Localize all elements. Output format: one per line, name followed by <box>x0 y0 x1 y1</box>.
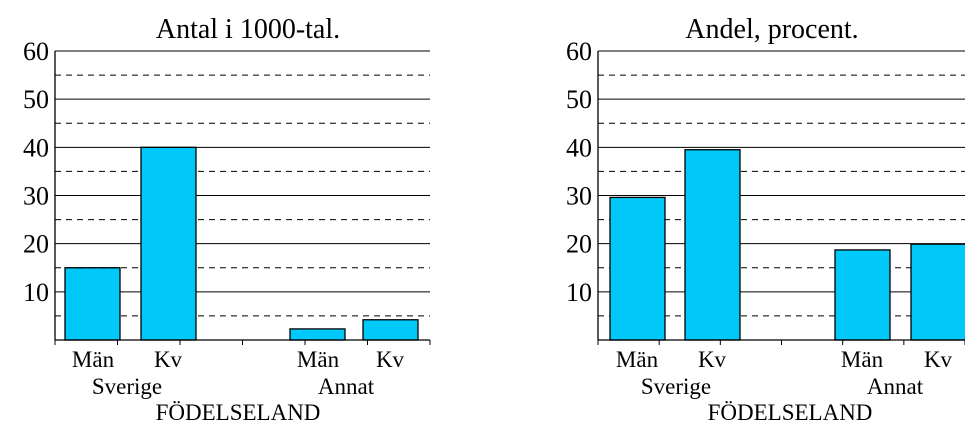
y-tick-label: 60 <box>566 37 592 66</box>
x-tick-label: Kv <box>154 347 183 372</box>
y-tick-labels: 10 20 30 40 50 60 <box>566 37 592 307</box>
y-tick-label: 20 <box>23 230 49 259</box>
x-tick-label: Män <box>616 347 659 372</box>
y-tick-labels: 10 20 30 40 50 60 <box>23 37 49 307</box>
x-tick-labels: Män Kv Män Kv <box>616 347 953 372</box>
chart-count: Antal i 1000-tal. 10 20 30 40 50 60 Män Kv Män K… <box>23 14 431 425</box>
bar-annat-man <box>834 249 891 341</box>
bars <box>609 149 965 341</box>
x-tick-label: Kv <box>924 347 953 372</box>
y-tick-label: 20 <box>566 230 592 259</box>
x-tick-label: Män <box>841 347 884 372</box>
x-tick-label: Män <box>72 347 115 372</box>
group-label: Sverige <box>92 374 162 399</box>
group-labels: Sverige Annat <box>641 374 924 399</box>
bar-sverige-man <box>609 196 666 341</box>
x-tick-label: Kv <box>376 347 405 372</box>
grid-lines <box>55 50 430 317</box>
y-axis <box>54 51 431 345</box>
y-tick-label: 30 <box>566 182 592 211</box>
x-axis-label: FÖDELSELAND <box>708 400 873 425</box>
chart-title: Antal i 1000-tal. <box>156 14 340 45</box>
y-tick-label: 40 <box>23 133 49 162</box>
group-label: Annat <box>867 374 924 399</box>
bar-annat-man <box>289 328 346 341</box>
bar-sverige-kv <box>684 149 741 341</box>
bar-sverige-kv <box>140 146 197 341</box>
group-label: Annat <box>318 374 375 399</box>
y-tick-label: 60 <box>23 37 49 66</box>
x-tick-label: Män <box>297 347 340 372</box>
x-axis-label: FÖDELSELAND <box>156 400 321 425</box>
y-tick-label: 10 <box>566 278 592 307</box>
bar-sverige-man <box>64 267 121 341</box>
chart-title: Andel, procent. <box>685 14 858 45</box>
y-tick-label: 10 <box>23 278 49 307</box>
x-tick-labels: Män Kv Män Kv <box>72 347 405 372</box>
x-tick-label: Kv <box>698 347 727 372</box>
bars <box>64 146 419 341</box>
y-tick-label: 50 <box>566 85 592 114</box>
y-tick-label: 30 <box>23 182 49 211</box>
bar-annat-kv <box>910 243 965 341</box>
bar-annat-kv <box>362 319 419 341</box>
group-labels: Sverige Annat <box>92 374 375 399</box>
group-label: Sverige <box>641 374 711 399</box>
y-axis <box>597 51 965 345</box>
y-tick-label: 50 <box>23 85 49 114</box>
y-tick-label: 40 <box>566 133 592 162</box>
